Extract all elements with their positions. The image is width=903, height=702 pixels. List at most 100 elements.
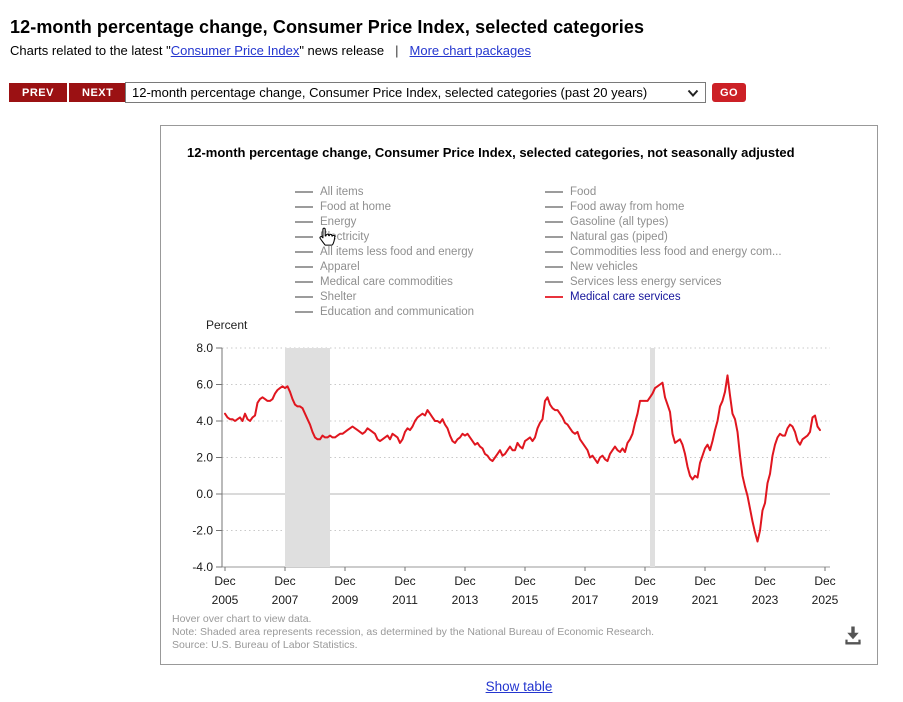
show-table-link[interactable]: Show table [485, 679, 553, 694]
series-medical-care-services [224, 374, 821, 543]
legend-dash-icon [545, 295, 563, 298]
legend-label: All items less food and energy [320, 245, 474, 258]
legend-label: Services less energy services [570, 275, 722, 288]
legend-label: Commodities less food and energy com... [570, 245, 782, 258]
recession-band [650, 348, 655, 567]
legend-dash-icon [545, 205, 563, 208]
legend-dash-icon [295, 295, 313, 298]
legend-item-shelter[interactable]: Shelter [295, 289, 474, 304]
cpi-news-release-link[interactable]: Consumer Price Index [170, 43, 300, 58]
chart-footnotes: Hover over chart to view data. Note: Sha… [172, 613, 654, 652]
x-tick-label-month: Dec [274, 574, 295, 588]
legend-dash-icon [545, 235, 563, 238]
legend-label: Shelter [320, 290, 357, 303]
chart-title: 12-month percentage change, Consumer Pri… [187, 145, 795, 160]
intro-suffix: " news release [299, 43, 385, 58]
next-button[interactable]: NEXT [69, 83, 127, 102]
x-tick-label-year: 2023 [752, 593, 779, 607]
x-tick-label-year: 2011 [392, 593, 418, 607]
x-tick-label-year: 2013 [452, 593, 479, 607]
legend-item-medical-care-commodities[interactable]: Medical care commodities [295, 274, 474, 289]
x-tick-label-year: 2005 [212, 593, 239, 607]
legend-label: Food [570, 185, 597, 198]
legend-dash-icon [295, 205, 313, 208]
y-tick-label: -2.0 [192, 524, 213, 538]
x-tick-label-month: Dec [634, 574, 655, 588]
y-tick-label: 8.0 [196, 341, 213, 355]
legend-dash-icon [545, 190, 563, 193]
legend-label: Apparel [320, 260, 360, 273]
y-axis-title: Percent [206, 318, 248, 332]
y-tick-label: 4.0 [196, 414, 213, 428]
legend-item-food-away-from-home[interactable]: Food away from home [545, 199, 782, 214]
legend-item-food-at-home[interactable]: Food at home [295, 199, 474, 214]
legend-item-electricity[interactable]: Electricity [295, 229, 474, 244]
footnote-hover: Hover over chart to view data. [172, 613, 312, 625]
x-tick-label-year: 2025 [812, 593, 839, 607]
legend-item-energy[interactable]: Energy [295, 214, 474, 229]
legend-dash-icon [295, 265, 313, 268]
x-tick-label-month: Dec [514, 574, 535, 588]
legend-item-apparel[interactable]: Apparel [295, 259, 474, 274]
legend-item-new-vehicles[interactable]: New vehicles [545, 259, 782, 274]
x-tick-label-year: 2017 [572, 593, 599, 607]
x-tick-label-month: Dec [394, 574, 415, 588]
x-tick-label-year: 2019 [632, 593, 659, 607]
x-tick-label-year: 2015 [512, 593, 539, 607]
x-tick-label-month: Dec [574, 574, 595, 588]
legend-dash-icon [295, 250, 313, 253]
legend-label: Medical care commodities [320, 275, 453, 288]
page-title: 12-month percentage change, Consumer Pri… [10, 17, 645, 38]
download-icon[interactable] [841, 623, 865, 647]
intro-line: Charts related to the latest "Consumer P… [10, 43, 531, 58]
legend-item-all-items[interactable]: All items [295, 184, 474, 199]
legend-item-food[interactable]: Food [545, 184, 782, 199]
x-tick-label-month: Dec [334, 574, 355, 588]
legend-item-natural-gas-piped[interactable]: Natural gas (piped) [545, 229, 782, 244]
chart-package-select[interactable]: 12-month percentage change, Consumer Pri… [125, 82, 706, 103]
go-button[interactable]: GO [712, 83, 747, 102]
footnote-recession: Note: Shaded area represents recession, … [172, 626, 655, 638]
y-tick-label: 2.0 [196, 451, 213, 465]
x-tick-label-year: 2021 [692, 593, 719, 607]
prev-button[interactable]: PREV [9, 83, 67, 102]
footnote-source: Source: U.S. Bureau of Labor Statistics. [172, 639, 358, 651]
legend-dash-icon [545, 220, 563, 223]
legend-item-education-and-communication[interactable]: Education and communication [295, 304, 474, 319]
legend-item-medical-care-services[interactable]: Medical care services [545, 289, 782, 304]
legend-item-gasoline-all-types[interactable]: Gasoline (all types) [545, 214, 782, 229]
x-tick-label-month: Dec [814, 574, 835, 588]
legend-dash-icon [295, 280, 313, 283]
show-table-container: Show table [160, 679, 878, 694]
legend-item-commodities-less-food-and-energy-com[interactable]: Commodities less food and energy com... [545, 244, 782, 259]
legend-label: All items [320, 185, 364, 198]
x-tick-label-month: Dec [214, 574, 235, 588]
legend-dash-icon [545, 280, 563, 283]
legend-label: Food at home [320, 200, 391, 213]
legend-dash-icon [295, 235, 313, 238]
legend-label: Energy [320, 215, 357, 228]
x-tick-label-month: Dec [454, 574, 475, 588]
legend-label: Food away from home [570, 200, 685, 213]
more-chart-packages-link[interactable]: More chart packages [409, 43, 531, 58]
legend-dash-icon [295, 220, 313, 223]
legend-label: New vehicles [570, 260, 638, 273]
legend-dash-icon [295, 310, 313, 313]
x-tick-label-year: 2009 [332, 593, 359, 607]
legend-label: Education and communication [320, 305, 475, 318]
legend-dash-icon [545, 250, 563, 253]
intro-separator: | [395, 43, 399, 58]
y-tick-label: 0.0 [196, 487, 213, 501]
legend-label: Medical care services [570, 290, 681, 303]
legend-dash-icon [545, 265, 563, 268]
legend-dash-icon [295, 190, 313, 193]
x-tick-label-year: 2007 [272, 593, 299, 607]
legend-label: Gasoline (all types) [570, 215, 669, 228]
legend-item-services-less-energy-services[interactable]: Services less energy services [545, 274, 782, 289]
cpi-line-chart[interactable]: 8.06.04.02.00.0-2.0-4.0Dec2005Dec2007Dec… [161, 126, 877, 664]
legend-item-all-items-less-food-and-energy[interactable]: All items less food and energy [295, 244, 474, 259]
legend-label: Natural gas (piped) [570, 230, 668, 243]
y-tick-label: 6.0 [196, 378, 213, 392]
legend-label: Electricity [320, 230, 370, 243]
intro-prefix: Charts related to the latest " [10, 43, 171, 58]
